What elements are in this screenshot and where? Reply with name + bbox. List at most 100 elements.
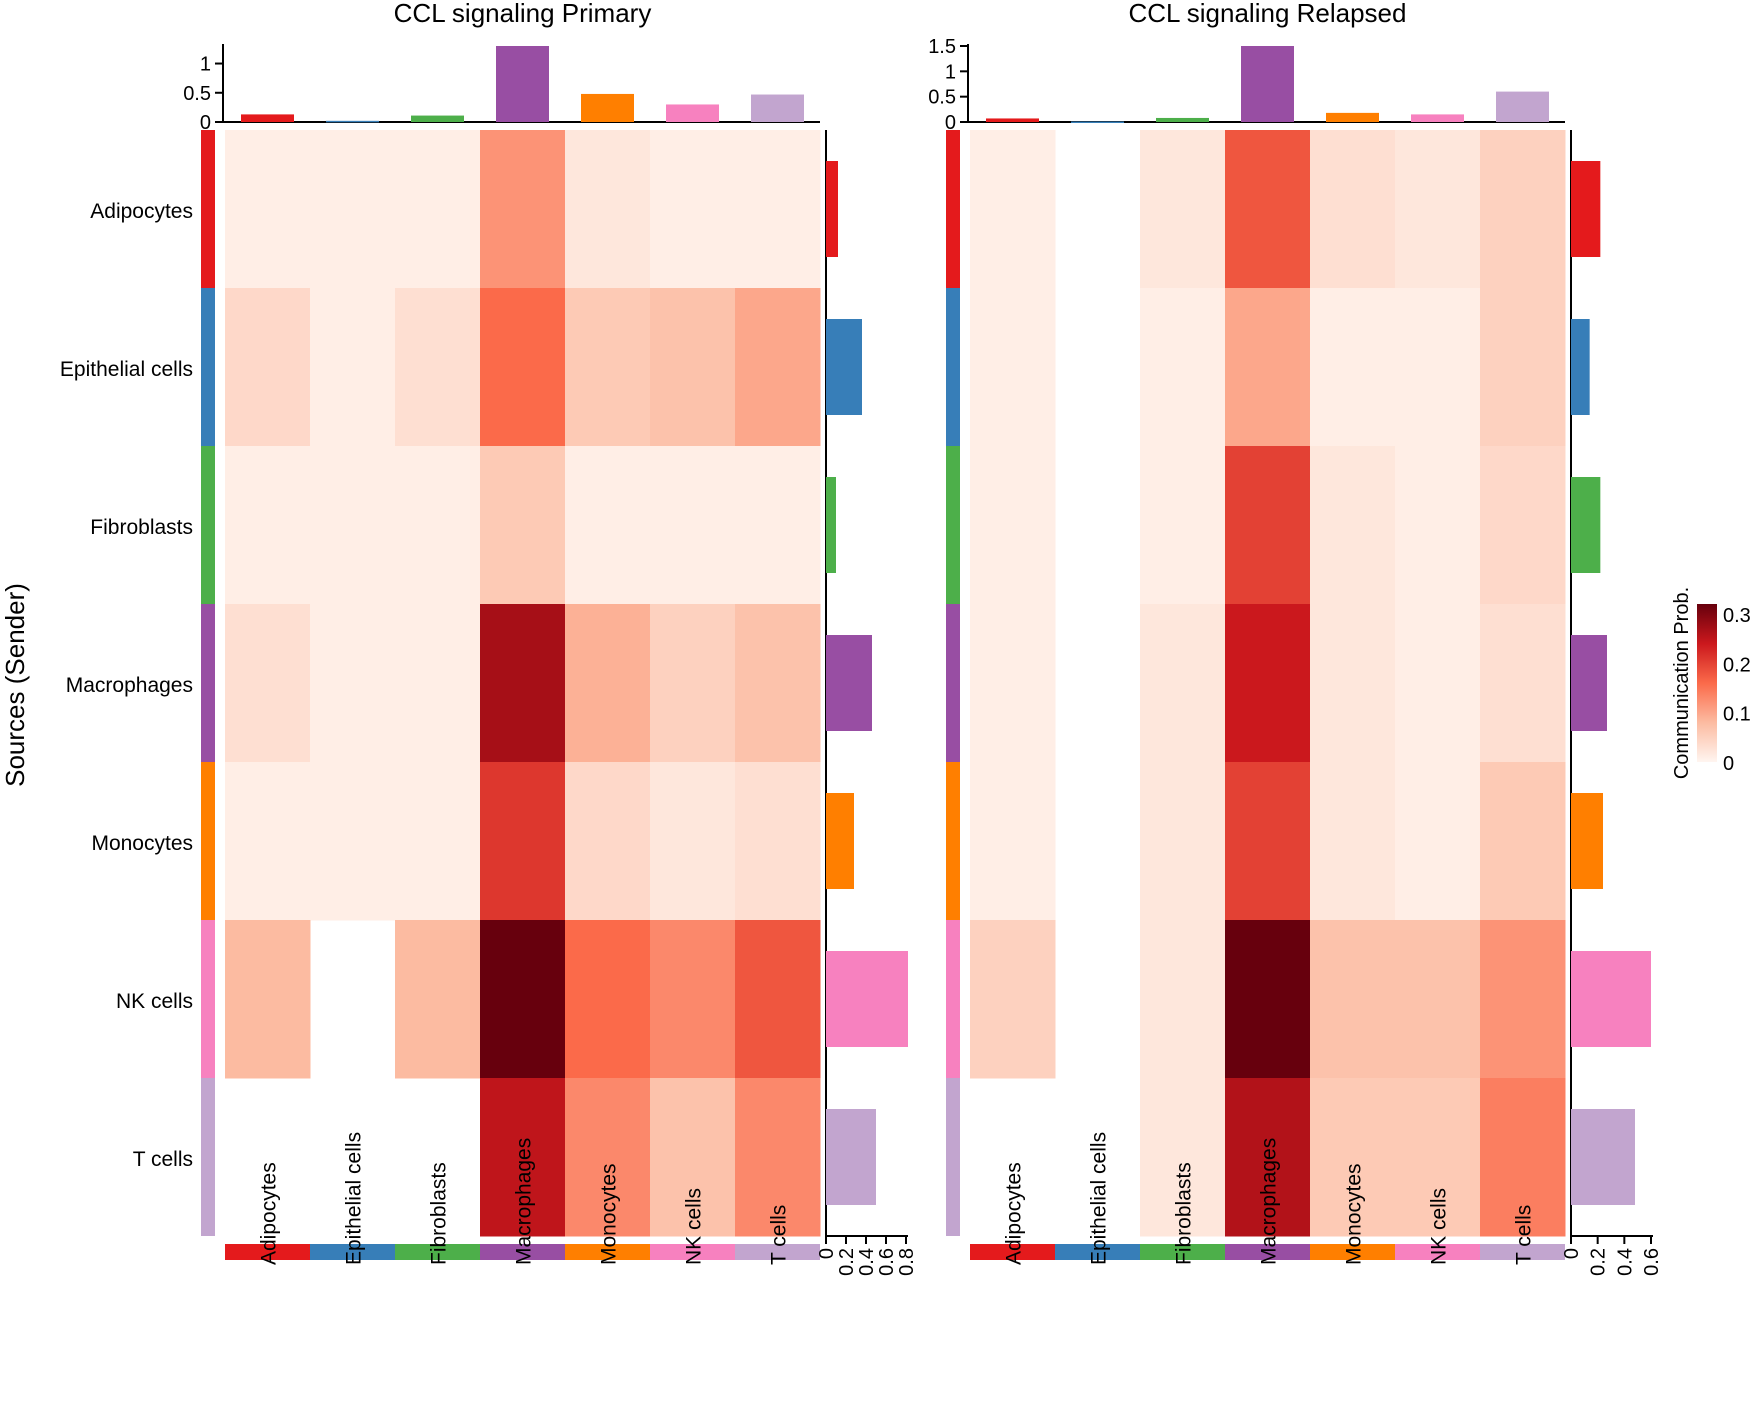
panel-1-cell-epithelial-cells-to-t-cells [735, 288, 821, 447]
panel-2-right-bar-nk-cells [1571, 951, 1651, 1047]
panel-2-cell-fibroblasts-to-nk-cells [1395, 446, 1481, 605]
panel-2-cell-t-cells-to-fibroblasts [1140, 1078, 1226, 1237]
panel-1-cell-monocytes-to-adipocytes [225, 762, 311, 921]
panel-2-cell-monocytes-to-nk-cells [1395, 762, 1481, 921]
row-label-fibroblasts: Fibroblasts [90, 516, 193, 539]
panel-2-col-color-monocytes [1310, 1244, 1395, 1260]
panel-1-cell-monocytes-to-nk-cells [650, 762, 736, 921]
legend: Communication Prob. 0.3 0.2 0.1 0 [1671, 587, 1751, 779]
panel-1-cell-monocytes-to-macrophages [480, 762, 566, 921]
panel-2-title: CCL signaling Relapsed [1129, 0, 1407, 28]
panel-1-cell-t-cells-to-nk-cells [650, 1078, 736, 1237]
panel-1-cell-t-cells-to-monocytes [565, 1078, 651, 1237]
panel-2-col-color-fibroblasts [1140, 1244, 1225, 1260]
panel-1-cell-nk-cells-to-nk-cells [650, 920, 736, 1079]
panel-1-col-label-fibroblasts: Fibroblasts [428, 1162, 451, 1265]
panel-2-cell-macrophages-to-fibroblasts [1140, 604, 1226, 763]
panel-1-row-color-t-cells [201, 1078, 215, 1236]
panel-1-cell-epithelial-cells-to-fibroblasts [395, 288, 481, 447]
panel-1-col-color-fibroblasts [395, 1244, 480, 1260]
panel-1-col-color-nk-cells [650, 1244, 735, 1260]
panel-1-col-label-t-cells: T cells [768, 1205, 791, 1265]
panel-1-top-tick-label-1: 0.5 [183, 83, 211, 105]
panel-2-right-bar-adipocytes [1571, 161, 1601, 257]
panel-2-cell-monocytes-to-adipocytes [970, 762, 1056, 921]
panel-2-col-label-macrophages: Macrophages [1258, 1138, 1281, 1265]
row-label-epithelial-cells: Epithelial cells [60, 358, 193, 381]
panel-1-cell-nk-cells-to-adipocytes [225, 920, 311, 1079]
panel-2-top-bar-monocytes [1326, 112, 1379, 122]
panel-1-cell-macrophages-to-fibroblasts [395, 604, 481, 763]
panel-1-row-color-nk-cells [201, 920, 215, 1078]
panel-1-col-label-epithelial-cells: Epithelial cells [343, 1132, 366, 1265]
panel-1-right-tick-label-4: 0.8 [896, 1248, 918, 1276]
panel-2-cell-fibroblasts-to-monocytes [1310, 446, 1396, 605]
panel-1-cell-macrophages-to-monocytes [565, 604, 651, 763]
panel-1-cell-macrophages-to-epithelial-cells [310, 604, 396, 763]
panel-1-right-tick-label-1: 0.2 [836, 1248, 858, 1276]
panel-2-top-bar-macrophages [1241, 46, 1294, 122]
panel-2-cell-t-cells-to-nk-cells [1395, 1078, 1481, 1237]
panel-2-col-color-adipocytes [970, 1244, 1055, 1260]
panel-2-cell-nk-cells-to-monocytes [1310, 920, 1396, 1079]
panel-2-cell-adipocytes-to-fibroblasts [1140, 130, 1226, 289]
panel-2: CCL signaling Relapsed Adipocytes Epitheli… [928, 0, 1663, 1276]
row-label-nk-cells: NK cells [116, 990, 193, 1013]
panel-2-cell-adipocytes-to-t-cells [1480, 130, 1566, 289]
panel-2-cell-epithelial-cells-to-t-cells [1480, 288, 1566, 447]
panel-1-row-color-monocytes [201, 762, 215, 920]
panel-2-cell-macrophages-to-nk-cells [1395, 604, 1481, 763]
panel-2-row-color-epithelial-cells [946, 288, 960, 446]
panel-1-row-color-macrophages [201, 604, 215, 762]
panel-1-cell-macrophages-to-adipocytes [225, 604, 311, 763]
panel-1-col-color-monocytes [565, 1244, 650, 1260]
panel-2-top-tick-label-3: 1.5 [928, 36, 956, 58]
panel-2-col-color-t-cells [1480, 1244, 1565, 1260]
panel-1-title: CCL signaling Primary [394, 0, 652, 28]
panel-1-row-color-epithelial-cells [201, 288, 215, 446]
panel-2-row-color-fibroblasts [946, 446, 960, 604]
panel-1-col-color-macrophages [480, 1244, 565, 1260]
panel-2-cell-macrophages-to-adipocytes [970, 604, 1056, 763]
panel-1-top-bar-t-cells [751, 94, 804, 122]
panel-1-cell-monocytes-to-t-cells [735, 762, 821, 921]
panel-2-top-tick-label-0: 0 [945, 112, 956, 134]
legend-tick-label-0: 0.3 [1723, 605, 1751, 627]
panel-1-cell-fibroblasts-to-macrophages [480, 446, 566, 605]
panel-2-top-tick-label-1: 0.5 [928, 87, 956, 109]
panel-2-col-label-epithelial-cells: Epithelial cells [1088, 1132, 1111, 1265]
panel-1-cell-macrophages-to-t-cells [735, 604, 821, 763]
panel-2-col-label-nk-cells: NK cells [1428, 1188, 1451, 1265]
panel-1-cell-nk-cells-to-fibroblasts [395, 920, 481, 1079]
panel-1-cell-adipocytes-to-epithelial-cells [310, 130, 396, 289]
panel-1-right-bar-fibroblasts [826, 477, 836, 573]
panel-1-col-label-macrophages: Macrophages [513, 1138, 536, 1265]
legend-color-bar [1697, 604, 1717, 762]
panel-2-cell-epithelial-cells-to-fibroblasts [1140, 288, 1226, 447]
panel-1-right-bar-epithelial-cells [826, 319, 862, 415]
panel-1-col-label-adipocytes: Adipocytes [258, 1162, 281, 1265]
panel-2-right-tick-label-2: 0.4 [1614, 1248, 1636, 1276]
row-label-macrophages: Macrophages [66, 674, 193, 697]
panel-2-col-label-t-cells: T cells [1513, 1205, 1536, 1265]
panel-2-col-color-nk-cells [1395, 1244, 1480, 1260]
panel-2-cell-nk-cells-to-adipocytes [970, 920, 1056, 1079]
panel-1-right-bar-macrophages [826, 635, 872, 731]
panel-1: CCL signaling Primary Adipocytes Epithelia… [60, 0, 918, 1276]
panel-2-right-bar-monocytes [1571, 793, 1603, 889]
panel-1-cell-epithelial-cells-to-epithelial-cells [310, 288, 396, 447]
legend-tick-label-1: 0.2 [1723, 654, 1751, 676]
panel-2-top-tick-label-2: 1 [945, 61, 956, 83]
panel-2-right-tick-label-1: 0.2 [1588, 1248, 1610, 1276]
panel-1-right-tick-label-3: 0.6 [876, 1248, 898, 1276]
panel-2-col-label-adipocytes: Adipocytes [1003, 1162, 1026, 1265]
panel-1-cell-adipocytes-to-monocytes [565, 130, 651, 289]
panel-1-cell-adipocytes-to-adipocytes [225, 130, 311, 289]
panel-1-right-bar-t-cells [826, 1109, 876, 1205]
panel-1-cell-nk-cells-to-monocytes [565, 920, 651, 1079]
panel-1-cell-fibroblasts-to-epithelial-cells [310, 446, 396, 605]
panel-1-cell-adipocytes-to-nk-cells [650, 130, 736, 289]
panel-2-cell-adipocytes-to-macrophages [1225, 130, 1311, 289]
panel-2-cell-t-cells-to-monocytes [1310, 1078, 1396, 1237]
